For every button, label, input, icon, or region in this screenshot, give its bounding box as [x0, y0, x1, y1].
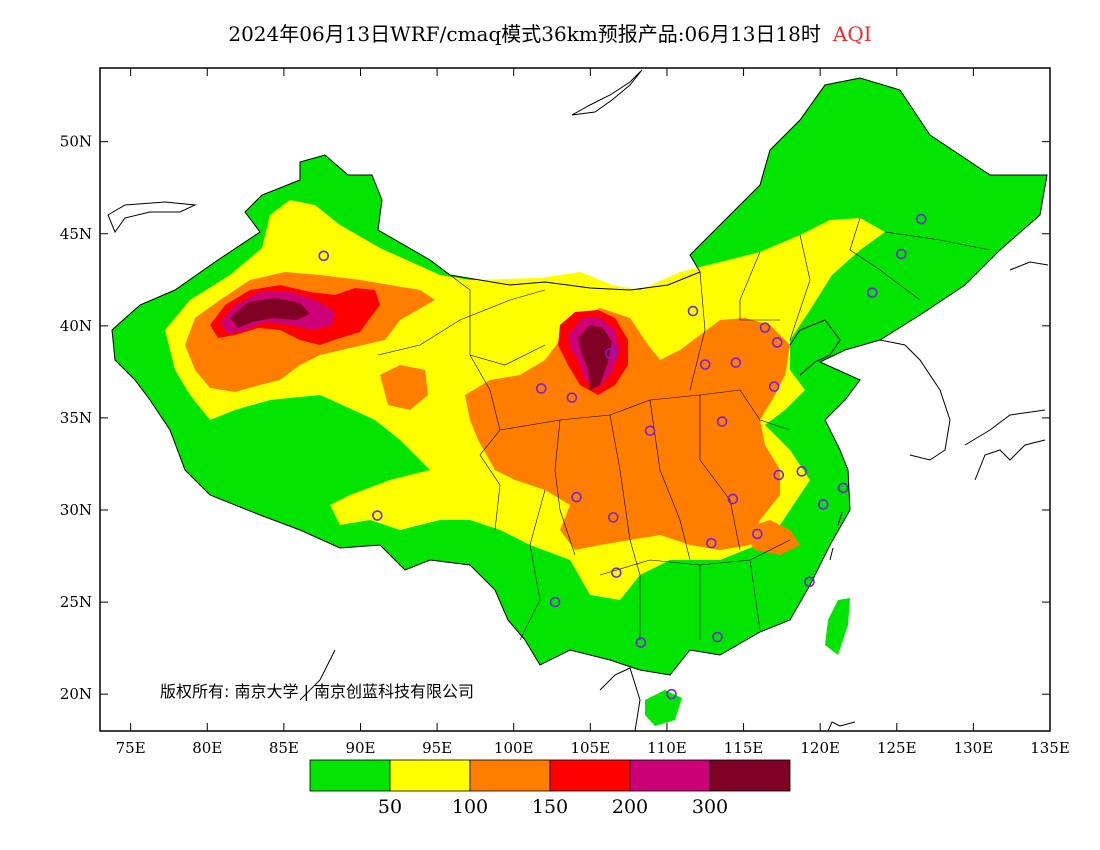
city-station-marker: [666, 688, 677, 700]
coastline-south-west: [299, 649, 336, 701]
city-station-marker: [771, 337, 783, 348]
coastline-baikal: [571, 69, 643, 116]
city-station-marker: [699, 359, 711, 370]
city-station-marker: [566, 392, 578, 403]
coastline-bohai: [789, 319, 841, 376]
aqi-field: [107, 69, 1049, 731]
city-station-marker: [535, 383, 547, 394]
city-station-marker: [318, 250, 330, 262]
lon-tick-label: 105E: [571, 739, 611, 757]
province-borders: [377, 217, 991, 641]
colorbar-swatch: [469, 759, 551, 792]
lat-tick-label: 35N: [60, 409, 92, 427]
colorbar-label: 100: [452, 796, 488, 818]
map-title: 2024年06月13日WRF/cmaq模式36km预报产品:06月13日18时 A…: [0, 18, 1100, 47]
city-station-marker: [712, 631, 723, 643]
colorbar-swatch: [549, 759, 631, 792]
city-station-marker: [716, 416, 728, 427]
lon-tick-label: 135E: [1030, 739, 1070, 757]
city-station-marker: [730, 357, 742, 368]
lat-tick-label: 25N: [60, 593, 92, 611]
lon-tick-label: 75E: [116, 739, 146, 757]
city-station-marker: [727, 493, 739, 505]
latitude-axis: 50N 45N 40N 35N 30N 25N 20N: [60, 133, 1050, 703]
coastline-sakhalin: [1009, 261, 1049, 271]
city-station-marker: [687, 305, 699, 317]
city-station-marker: [837, 482, 849, 494]
colorbar-label: 50: [378, 796, 402, 818]
aqi-region-good-taiwan: [825, 598, 850, 655]
coastline-kazakh-lake: [107, 201, 197, 234]
coastline-philippines: [827, 721, 856, 731]
city-station-marker: [611, 567, 622, 578]
aqi-region-hazardous-west: [230, 298, 310, 328]
city-station-marker: [571, 491, 582, 503]
city-station-marker: [896, 248, 907, 260]
city-station-marker: [635, 637, 647, 648]
city-station-marker: [796, 466, 808, 477]
lat-tick-label: 45N: [60, 225, 92, 243]
coastline-vietnam: [599, 667, 641, 731]
lon-tick-label: 95E: [422, 739, 452, 757]
lon-tick-label: 90E: [345, 739, 375, 757]
city-station-marker: [804, 576, 815, 588]
city-station-marker: [549, 596, 561, 608]
city-station-marker: [372, 510, 383, 521]
colorbar-label: 300: [692, 796, 728, 818]
coastline-japan: [964, 409, 1046, 481]
city-station-marker: [604, 348, 616, 359]
aqi-region-hazardous-central: [578, 325, 612, 390]
lon-tick-label: 80E: [192, 739, 222, 757]
colorbar-label: 150: [532, 796, 568, 818]
lon-tick-label: 130E: [954, 739, 994, 757]
colorbar-label: 200: [612, 796, 648, 818]
colorbar-swatch: [389, 759, 471, 792]
china-outline: [111, 77, 1048, 676]
lat-tick-label: 30N: [60, 501, 92, 519]
city-station-marker: [915, 213, 927, 225]
aqi-colorbar: 50 100 150 200 300: [309, 759, 791, 818]
lon-tick-label: 85E: [269, 739, 299, 757]
lon-tick-label: 125E: [877, 739, 917, 757]
city-station-marker: [817, 499, 829, 510]
city-station-marker: [773, 469, 785, 481]
lat-tick-label: 40N: [60, 317, 92, 335]
colorbar-swatch: [309, 759, 391, 792]
station-markers: [318, 213, 927, 700]
map-frame: [99, 67, 1051, 732]
city-station-marker: [768, 381, 780, 392]
title-main: 2024年06月13日WRF/cmaq模式36km预报产品:06月13日18时: [228, 22, 821, 46]
city-station-marker: [644, 425, 656, 437]
city-station-marker: [706, 537, 717, 549]
map-plot-area: 75E 80E 85E 90E 95E 100E 105E 110E 115E 120E 125E 1…: [60, 67, 1070, 757]
aqi-region-unhealthy-sensitive-central: [465, 308, 790, 550]
city-station-marker: [866, 287, 878, 298]
aqi-region-unhealthy-sensitive-patch2: [740, 520, 800, 555]
lat-tick-label: 20N: [60, 685, 92, 703]
coastline-korea: [879, 339, 951, 461]
city-station-marker: [608, 512, 619, 523]
lon-tick-label: 100E: [494, 739, 534, 757]
city-station-marker: [752, 528, 763, 540]
lon-tick-label: 115E: [724, 739, 764, 757]
title-variable: AQI: [832, 22, 872, 46]
copyright-text: 版权所有: 南京大学 | 南京创蓝科技有限公司: [160, 682, 474, 701]
nine-dash-line: [829, 511, 843, 561]
lon-tick-label: 120E: [800, 739, 840, 757]
longitude-axis: 75E 80E 85E 90E 95E 100E 105E 110E 115E 120E 125E 1…: [116, 68, 1070, 757]
colorbar-swatch: [629, 759, 711, 792]
lat-tick-label: 50N: [60, 133, 92, 151]
lon-tick-label: 110E: [647, 739, 687, 757]
city-station-marker: [759, 322, 771, 333]
aqi-region-unhealthy-sensitive-patch1: [380, 365, 428, 410]
colorbar-swatch: [709, 759, 791, 792]
